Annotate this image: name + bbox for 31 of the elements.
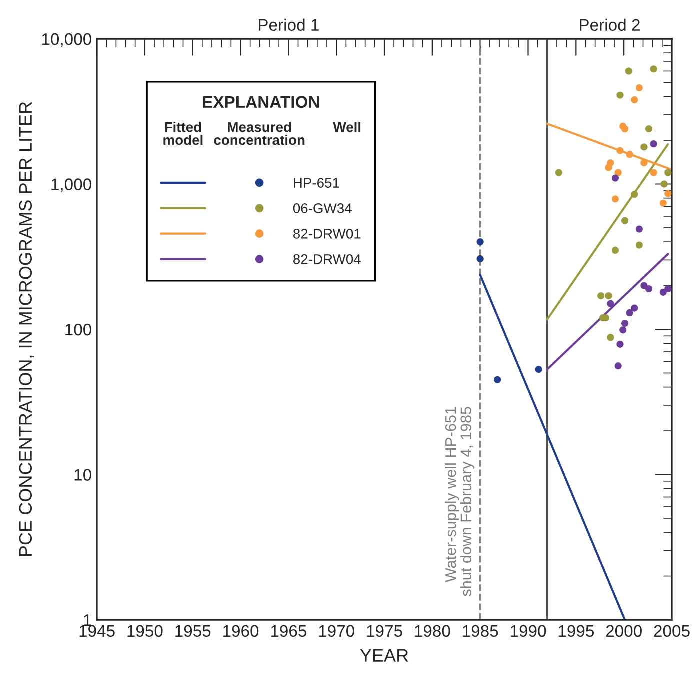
x-tick-label: 1985 (463, 625, 498, 638)
x-tick-label: 1975 (367, 625, 402, 638)
x-tick-label: 1970 (319, 625, 354, 638)
y-tick-label: 1 (84, 614, 92, 626)
legend-label: 82-DRW04 (294, 254, 361, 264)
x-tick-label: 1995 (558, 625, 594, 638)
y-tick-label: 100 (66, 324, 92, 336)
x-tick-label: 1965 (271, 625, 307, 638)
x-tick-label: 1960 (223, 625, 259, 638)
annotation: Measured concentration (214, 122, 305, 146)
x-tick-label: 1990 (510, 625, 546, 638)
legend-title: EXPLANATION (203, 96, 320, 108)
annotation: Fitted model (164, 122, 203, 146)
text: Period 2 (580, 18, 640, 32)
text: Period 1 (258, 18, 319, 32)
y-tick-label: 10 (74, 469, 92, 481)
x-tick-label: 2005 (654, 625, 690, 638)
legend-label: HP-651 (294, 178, 340, 188)
x-tick-label: 1945 (80, 625, 115, 638)
legend-label: 06-GW34 (293, 204, 352, 214)
x-tick-label: 1955 (176, 625, 211, 638)
x-tick-label: 1980 (415, 625, 450, 638)
x-axis-title: YEAR (360, 649, 408, 662)
y-axis-title: PCE CONCENTRATION, IN MICROGRAMS PER LITER (19, 102, 34, 556)
legend-label: 82-DRW01 (294, 229, 361, 239)
ref-line-label: Water-supply well HP-651 shut down February 4, 1985 (444, 407, 475, 596)
y-tick-label: 1,000 (52, 178, 92, 192)
y-tick-label: 10,000 (42, 33, 92, 48)
x-tick-label: 1950 (128, 625, 163, 638)
annotation: Well (333, 122, 361, 132)
x-tick-label: 2000 (606, 625, 642, 638)
